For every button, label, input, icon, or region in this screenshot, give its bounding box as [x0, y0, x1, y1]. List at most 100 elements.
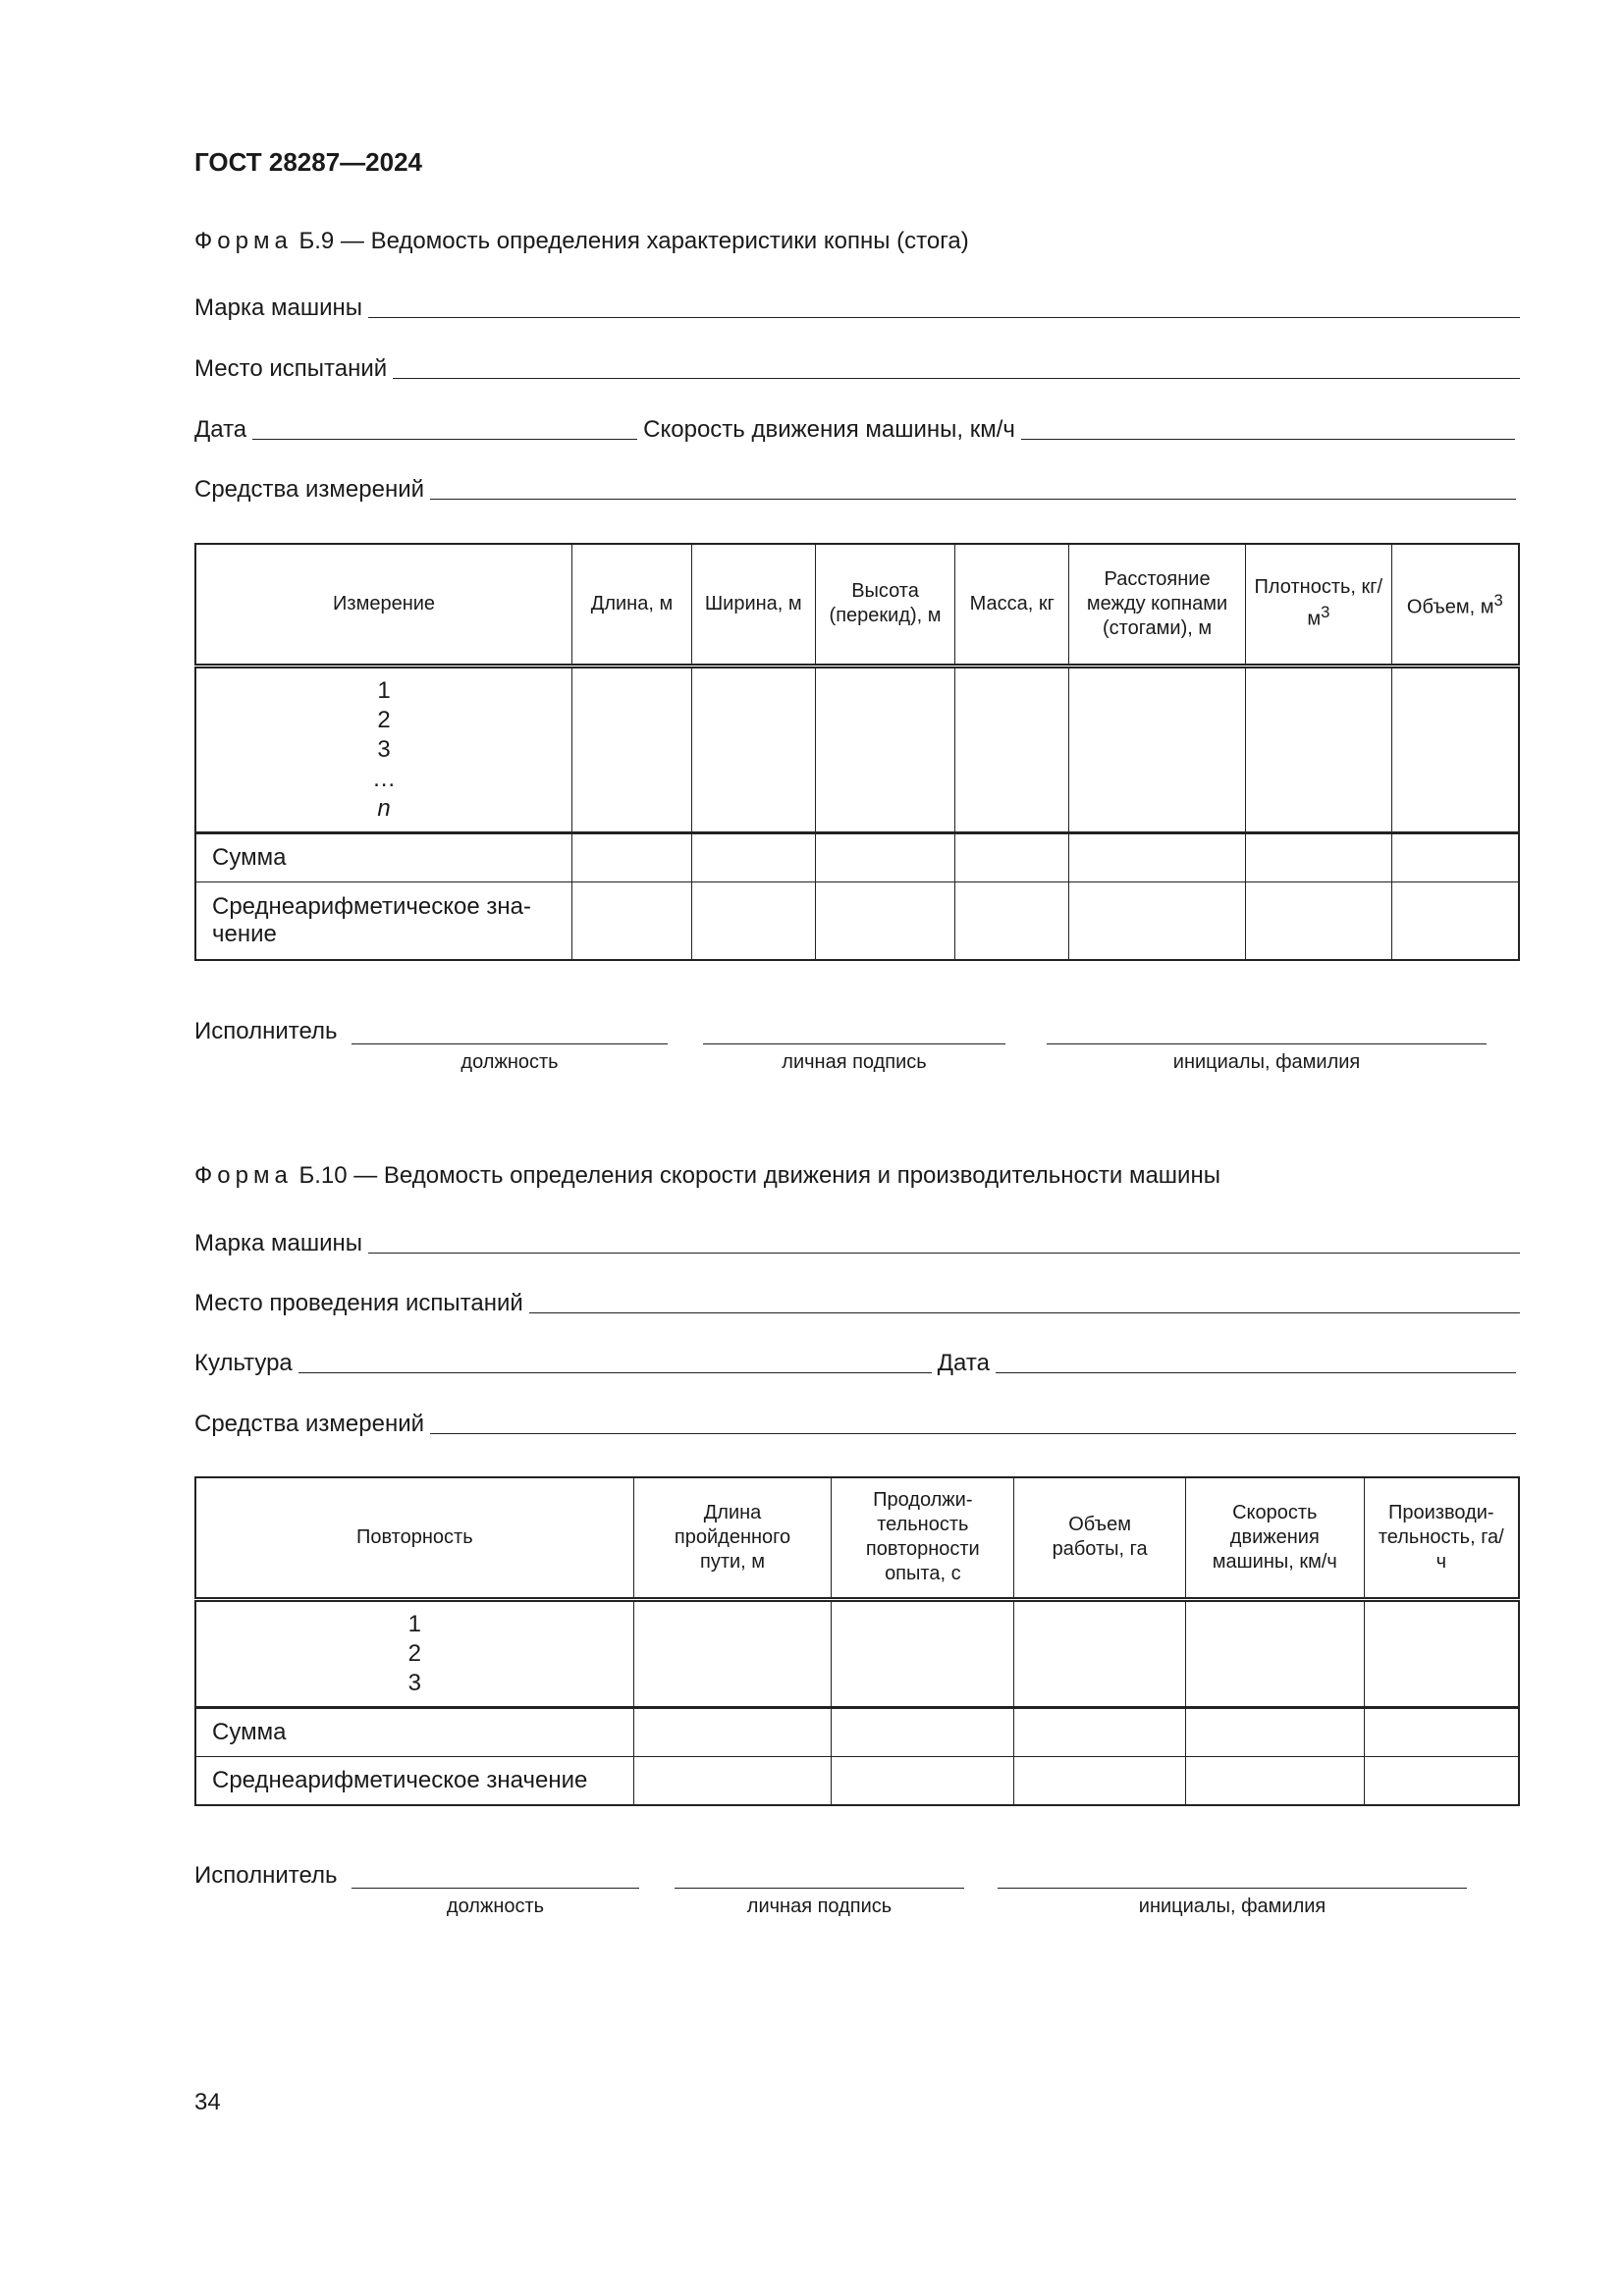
executor-label: Исполнитель: [194, 1862, 338, 1889]
field-label: Средства измерений: [194, 1411, 425, 1437]
blank-line[interactable]: [430, 1433, 1516, 1434]
field-label: Место испытаний: [194, 355, 388, 382]
row-number: 1: [407, 1610, 421, 1637]
superscript: 3: [1321, 603, 1330, 622]
cell[interactable]: [1244, 665, 1392, 833]
executor-label: Исполнитель: [194, 1018, 338, 1044]
field-label: Дата: [937, 1350, 990, 1376]
superscript: 3: [1493, 590, 1503, 610]
cell[interactable]: [831, 1705, 1015, 1757]
cell[interactable]: [1363, 1755, 1520, 1806]
cell[interactable]: [1013, 1705, 1186, 1757]
field-label: Культура: [194, 1350, 293, 1376]
signature-caption: личная подпись: [782, 1051, 927, 1073]
cell[interactable]: [690, 830, 816, 882]
sum-label: Сумма: [194, 830, 573, 882]
cell[interactable]: [632, 1705, 833, 1757]
col-header: Продолжи-тельность повторности опыта, с: [831, 1476, 1015, 1602]
table-row: 1 2 3 … n: [194, 665, 1520, 833]
cell[interactable]: [1363, 1705, 1520, 1757]
cell[interactable]: [814, 830, 956, 882]
signature-line[interactable]: [675, 1888, 964, 1889]
field-label: Скорость движения машины, км/ч: [643, 416, 1015, 443]
cell[interactable]: [1244, 881, 1392, 961]
cell[interactable]: [954, 830, 1070, 882]
cell[interactable]: [814, 665, 956, 833]
name-line[interactable]: [998, 1888, 1467, 1889]
date-blank[interactable]: [995, 1372, 1516, 1373]
cell[interactable]: [831, 1598, 1015, 1708]
blank-line[interactable]: [528, 1312, 1520, 1313]
cell[interactable]: [954, 665, 1070, 833]
caption-text: Б.10 — Ведомость определения скорости дв…: [298, 1162, 1220, 1189]
field-label: Дата: [194, 416, 247, 443]
col-header: Измерение: [194, 543, 573, 668]
row-number: …: [372, 765, 397, 792]
cell[interactable]: [1244, 830, 1392, 882]
blank-line[interactable]: [430, 499, 1516, 500]
col-header: Плотность, кг/м3: [1244, 543, 1392, 668]
table-row: 1 2 3: [194, 1598, 1520, 1708]
cell[interactable]: [690, 665, 816, 833]
page-number: 34: [194, 2089, 221, 2115]
instruments-field[interactable]: Средства измерений: [194, 474, 1516, 504]
cell[interactable]: [1184, 1705, 1365, 1757]
blank-line[interactable]: [368, 317, 1520, 318]
position-line[interactable]: [352, 1043, 668, 1044]
form-b10-caption: Форма Б.10 — Ведомость определения скоро…: [194, 1162, 1220, 1190]
machine-brand-field[interactable]: Марка машины: [194, 293, 1520, 322]
machine-brand-field[interactable]: Марка машины: [194, 1228, 1520, 1257]
blank-line[interactable]: [393, 378, 1520, 379]
blank-line[interactable]: [368, 1253, 1520, 1254]
name-line[interactable]: [1047, 1043, 1487, 1044]
test-site-field[interactable]: Место проведения испытаний: [194, 1288, 1520, 1317]
cell[interactable]: [1184, 1755, 1365, 1806]
cell[interactable]: [690, 881, 816, 961]
cell[interactable]: [1068, 830, 1246, 882]
crop-blank[interactable]: [298, 1372, 932, 1373]
col-header: Скорость движения машины, км/ч: [1184, 1476, 1365, 1602]
col-header: Длина, м: [571, 543, 692, 668]
position-caption: должность: [460, 1051, 559, 1073]
cell[interactable]: [632, 1598, 833, 1708]
caption-text: Б.9 — Ведомость определения характеристи…: [298, 228, 969, 254]
row-number: 3: [407, 1669, 421, 1696]
col-header: Высота (перекид), м: [814, 543, 956, 668]
date-speed-field[interactable]: Дата Скорость движения машины, км/ч: [194, 414, 1515, 444]
test-site-field[interactable]: Место испытаний: [194, 353, 1520, 383]
sum-label: Сумма: [194, 1705, 634, 1757]
cell[interactable]: [571, 830, 692, 882]
cell[interactable]: [632, 1755, 833, 1806]
cell[interactable]: [1184, 1598, 1365, 1708]
average-label: Среднеарифметическое зна-чение: [194, 881, 573, 961]
header-row: Повторность Длина пройденного пути, м Пр…: [194, 1476, 1520, 1602]
row-numbers: 1 2 3: [194, 1598, 634, 1708]
col-header: Длина пройденного пути, м: [632, 1476, 833, 1602]
cell[interactable]: [1068, 665, 1246, 833]
signature-caption: личная подпись: [746, 1896, 893, 1917]
cell[interactable]: [1013, 1598, 1186, 1708]
cell[interactable]: [1390, 881, 1520, 961]
cell[interactable]: [1363, 1598, 1520, 1708]
cell[interactable]: [831, 1755, 1015, 1806]
cell[interactable]: [814, 881, 956, 961]
form-b9-caption: Форма Б.9 — Ведомость определения характ…: [194, 228, 969, 255]
cell[interactable]: [954, 881, 1070, 961]
cell[interactable]: [1013, 1755, 1186, 1806]
cell[interactable]: [1390, 665, 1520, 833]
caption-prefix: Форма: [194, 228, 293, 254]
cell[interactable]: [1390, 830, 1520, 882]
speed-blank[interactable]: [1020, 439, 1515, 440]
date-blank[interactable]: [252, 439, 638, 440]
col-header: Масса, кг: [954, 543, 1070, 668]
cell[interactable]: [571, 881, 692, 961]
cell[interactable]: [571, 665, 692, 833]
form-b9-table: Измерение Длина, м Ширина, м Высота (пер…: [194, 543, 1520, 961]
crop-date-field[interactable]: Культура Дата: [194, 1348, 1516, 1377]
position-line[interactable]: [352, 1888, 639, 1889]
position-caption: должность: [446, 1896, 545, 1917]
instruments-field[interactable]: Средства измерений: [194, 1409, 1516, 1438]
signature-line[interactable]: [703, 1043, 1005, 1044]
cell[interactable]: [1068, 881, 1246, 961]
col-header: Ширина, м: [690, 543, 816, 668]
